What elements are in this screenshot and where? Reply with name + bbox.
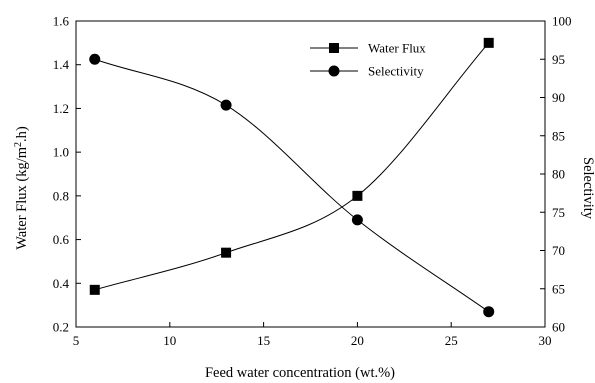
y-axis-left-title-pre: Water Flux (kg/m	[14, 146, 30, 249]
legend-selectivity-label: Selectivity	[368, 64, 424, 79]
x-tick-label: 5	[73, 333, 80, 348]
y-left-tick-label: 0.2	[53, 320, 69, 335]
axes	[75, 20, 546, 328]
y-right-tick-label: 90	[552, 90, 565, 105]
water-flux-point	[89, 284, 100, 295]
selectivity-point	[89, 53, 101, 65]
plot-frame	[75, 20, 546, 328]
x-axis-title: Feed water concentration (wt.%)	[205, 365, 395, 381]
y-right-tick-label: 85	[552, 128, 565, 143]
x-tick-label: 30	[539, 333, 552, 348]
series	[89, 37, 495, 318]
y-right-tick-label: 95	[552, 52, 565, 67]
y-axis-left-title: Water Flux (kg/m2.h)	[13, 126, 30, 250]
legend-water-flux-marker	[329, 43, 339, 53]
y-right-tick-label: 70	[552, 243, 565, 258]
selectivity-point	[220, 99, 232, 111]
selectivity-point	[483, 306, 495, 318]
water-flux-point	[352, 190, 363, 201]
legend: Water Flux Selectivity	[310, 41, 426, 79]
y-axis-right-title: Selectivity	[580, 157, 595, 220]
y-left-tick-label: 0.6	[53, 232, 70, 247]
y-axis-left-title-sup: 2	[13, 142, 24, 147]
legend-selectivity-marker	[328, 65, 340, 77]
y-right-tick-label: 60	[552, 320, 565, 335]
x-tick-label: 10	[163, 333, 176, 348]
y-left-tick-label: 1.4	[53, 57, 70, 72]
y-right-tick-label: 65	[552, 281, 565, 296]
water-flux-line	[94, 42, 490, 291]
y-left-tick-label: 0.4	[53, 276, 70, 291]
y-axis-left-title-post: .h)	[14, 126, 30, 142]
water-flux-point	[483, 37, 494, 48]
y-right-tick-label: 75	[552, 205, 565, 220]
water-flux-point	[221, 247, 232, 258]
y-left-tick-label: 1.0	[53, 145, 69, 160]
ticks: 5 10 15 20 25 30 0.2 0.4 0.6 0.8 1.0 1.2 1.4 1.6 60 65 7…	[53, 14, 572, 349]
y-right-tick-label: 100	[552, 14, 572, 29]
legend-water-flux-label: Water Flux	[368, 41, 426, 56]
y-left-tick-label: 1.6	[53, 14, 70, 29]
y-left-tick-label: 1.2	[53, 101, 69, 116]
x-tick-label: 15	[257, 333, 270, 348]
selectivity-point	[351, 214, 363, 226]
selectivity-line	[94, 58, 490, 313]
y-right-tick-label: 80	[552, 167, 565, 182]
x-tick-label: 25	[445, 333, 458, 348]
y-left-tick-label: 0.8	[53, 188, 69, 203]
x-tick-label: 20	[351, 333, 364, 348]
axis-titles: Feed water concentration (wt.%) Water Fl…	[13, 126, 595, 381]
